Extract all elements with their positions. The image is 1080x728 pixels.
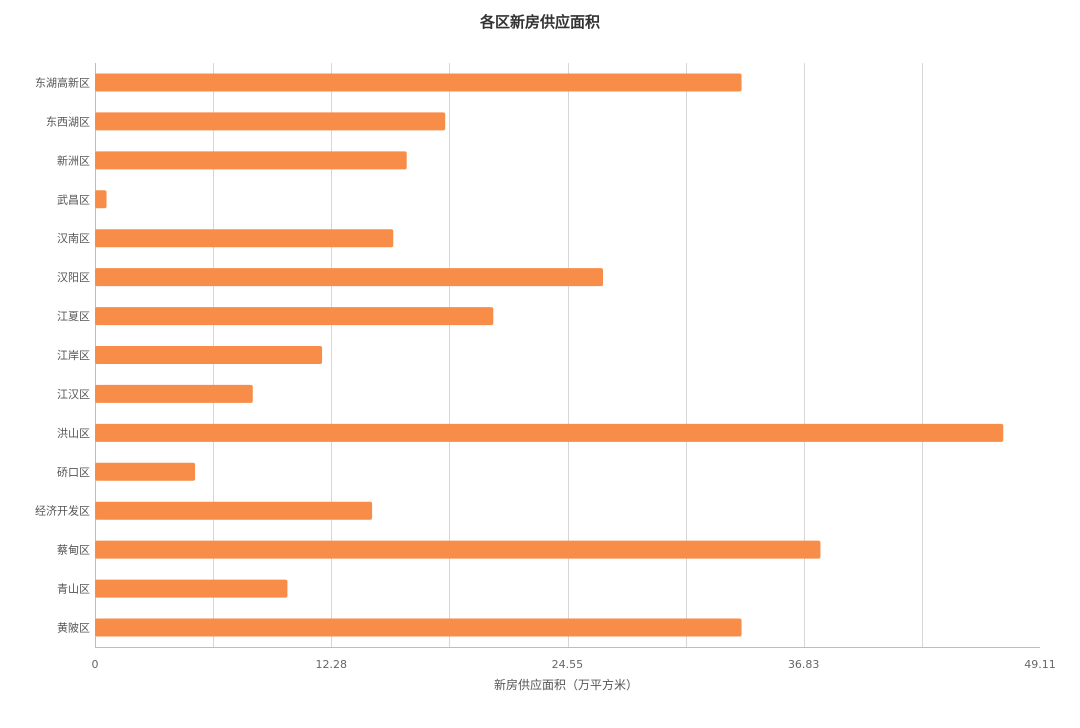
bar[interactable] <box>95 462 196 481</box>
bar[interactable] <box>95 190 107 209</box>
bar[interactable] <box>95 151 407 170</box>
category-labels: 东湖高新区东西湖区新洲区武昌区汉南区汉阳区江夏区江岸区江汉区洪山区硚口区经济开发… <box>35 75 90 634</box>
category-label: 武昌区 <box>57 193 90 206</box>
category-label: 江夏区 <box>57 310 90 323</box>
chart-title: 各区新房供应面积 <box>479 13 600 31</box>
category-label: 新洲区 <box>57 153 90 167</box>
bar[interactable] <box>95 384 253 403</box>
x-tick-label: 12.28 <box>316 658 348 671</box>
bar[interactable] <box>95 73 742 92</box>
x-tick-label: 49.11 <box>1024 658 1056 671</box>
bar[interactable] <box>95 618 742 637</box>
x-tick-label: 36.83 <box>788 658 820 671</box>
bar[interactable] <box>95 268 604 287</box>
x-tick-label: 0 <box>92 658 99 671</box>
bar[interactable] <box>95 112 446 131</box>
category-label: 汉南区 <box>57 232 90 245</box>
bars <box>95 73 1004 637</box>
category-label: 蔡甸区 <box>57 544 90 557</box>
bar[interactable] <box>95 307 494 326</box>
x-axis-title: 新房供应面积（万平方米） <box>494 677 638 692</box>
category-label: 硚口区 <box>57 466 90 479</box>
category-label: 黄陂区 <box>57 621 90 635</box>
bar[interactable] <box>95 346 323 364</box>
category-label: 青山区 <box>57 583 90 596</box>
x-tick-labels: 0 12.28 24.55 36.83 49.11 <box>92 658 1056 671</box>
category-label: 江岸区 <box>57 349 90 362</box>
category-label: 东西湖区 <box>46 115 90 128</box>
bar[interactable] <box>95 423 1004 442</box>
category-label: 东湖高新区 <box>35 75 90 89</box>
bar[interactable] <box>95 229 394 248</box>
category-label: 洪山区 <box>57 426 90 440</box>
category-label: 经济开发区 <box>35 504 90 518</box>
bar[interactable] <box>95 501 373 520</box>
bar[interactable] <box>95 579 288 598</box>
category-label: 江汉区 <box>57 388 90 401</box>
bar[interactable] <box>95 540 821 559</box>
category-label: 汉阳区 <box>57 271 90 284</box>
x-tick-label: 24.55 <box>552 658 584 671</box>
